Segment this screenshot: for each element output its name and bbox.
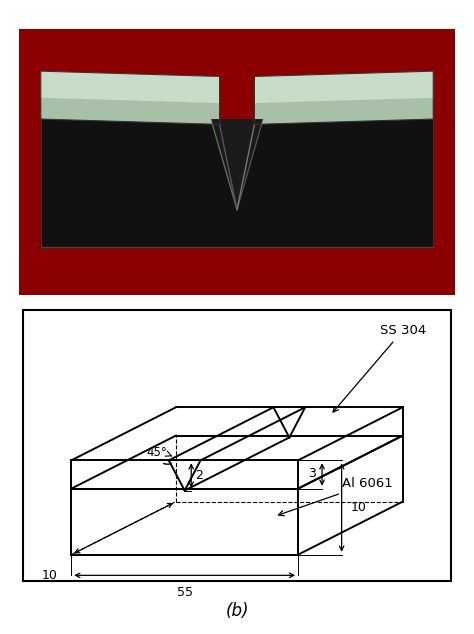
Polygon shape	[237, 119, 263, 210]
Text: SS 304: SS 304	[333, 324, 426, 412]
Polygon shape	[255, 71, 433, 124]
Polygon shape	[255, 71, 433, 103]
Text: (b): (b)	[225, 602, 249, 620]
Text: 3: 3	[308, 467, 316, 479]
Polygon shape	[41, 71, 219, 124]
Text: Al 6061: Al 6061	[278, 477, 393, 515]
Polygon shape	[211, 119, 263, 210]
Text: 10: 10	[42, 569, 57, 583]
Polygon shape	[41, 71, 219, 103]
Text: 10: 10	[350, 501, 366, 514]
Bar	[41, 119, 433, 247]
Text: 2: 2	[195, 469, 202, 482]
Text: (a): (a)	[225, 318, 249, 336]
Text: 45°: 45°	[146, 446, 167, 459]
Text: 55: 55	[177, 586, 192, 598]
Polygon shape	[211, 119, 237, 210]
